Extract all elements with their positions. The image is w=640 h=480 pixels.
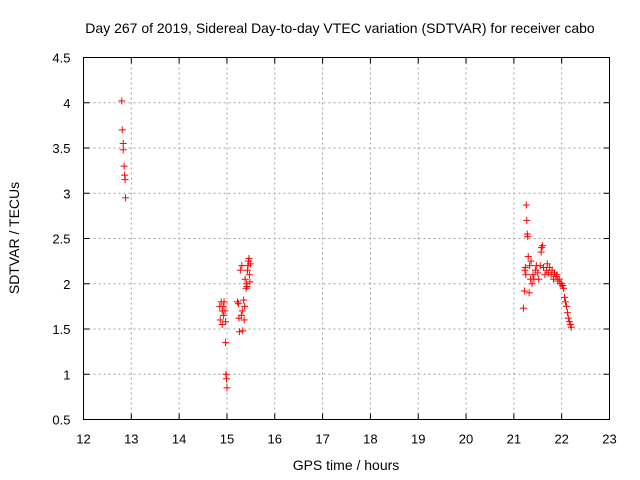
data-point bbox=[219, 302, 227, 310]
data-point bbox=[243, 282, 251, 290]
data-point bbox=[222, 339, 230, 347]
y-tick-label: 1.5 bbox=[52, 322, 70, 337]
data-point bbox=[555, 275, 563, 283]
data-point bbox=[222, 318, 230, 326]
data-point bbox=[238, 262, 246, 270]
data-point bbox=[220, 311, 228, 319]
data-point bbox=[233, 298, 241, 306]
data-point bbox=[560, 284, 568, 292]
y-tick-label: 3.5 bbox=[52, 141, 70, 156]
data-point bbox=[234, 300, 242, 308]
data-point bbox=[525, 289, 533, 297]
x-tick-label: 19 bbox=[411, 432, 425, 447]
data-point bbox=[535, 275, 543, 283]
data-point bbox=[239, 327, 247, 335]
data-point bbox=[563, 309, 571, 317]
y-tick-label: 4.5 bbox=[52, 51, 70, 66]
x-tick-label: 21 bbox=[507, 432, 521, 447]
x-tick-label: 23 bbox=[602, 432, 616, 447]
data-point bbox=[223, 384, 231, 392]
data-point bbox=[236, 266, 244, 274]
y-tick-label: 0.5 bbox=[52, 413, 70, 428]
x-tick-label: 13 bbox=[124, 432, 138, 447]
data-point bbox=[240, 296, 248, 304]
data-point bbox=[241, 275, 249, 283]
y-tick-label: 3 bbox=[63, 186, 70, 201]
data-point bbox=[524, 253, 532, 261]
data-point bbox=[241, 302, 249, 310]
data-point bbox=[245, 271, 253, 279]
data-point bbox=[543, 260, 551, 268]
data-point bbox=[522, 271, 530, 279]
y-axis-label: SDTVAR / TECUs bbox=[6, 182, 22, 294]
data-point bbox=[246, 260, 254, 268]
data-point bbox=[522, 201, 530, 209]
data-point bbox=[561, 293, 569, 301]
data-point bbox=[119, 139, 127, 147]
data-point bbox=[246, 278, 254, 286]
data-point bbox=[245, 254, 253, 262]
x-tick-label: 20 bbox=[459, 432, 473, 447]
data-point bbox=[237, 311, 245, 319]
data-point bbox=[528, 280, 536, 288]
grid-lines bbox=[83, 57, 610, 420]
data-points bbox=[118, 97, 575, 392]
data-point bbox=[523, 216, 531, 224]
data-point bbox=[118, 97, 126, 105]
data-point bbox=[553, 271, 561, 279]
data-point bbox=[235, 328, 243, 336]
data-point bbox=[221, 307, 229, 315]
y-tick-label: 2 bbox=[63, 277, 70, 292]
data-point bbox=[220, 298, 228, 306]
data-point bbox=[544, 269, 552, 277]
data-point bbox=[534, 269, 542, 277]
plot-frame bbox=[83, 57, 610, 420]
x-tick-label: 22 bbox=[554, 432, 568, 447]
data-point bbox=[520, 287, 528, 295]
data-point bbox=[524, 233, 532, 241]
axis-ticks: 12 13 14 15 16 17 18 19 20 21 22 23 0.5 1 1.5 2 2.5 3 3.5 4… bbox=[52, 51, 616, 447]
chart-title: Day 267 of 2019, Sidereal Day-to-day VTE… bbox=[85, 20, 595, 36]
data-point bbox=[521, 263, 529, 271]
data-point bbox=[238, 307, 246, 315]
data-point bbox=[529, 271, 537, 279]
data-point bbox=[119, 146, 127, 154]
data-point bbox=[122, 194, 130, 202]
x-tick-label: 14 bbox=[172, 432, 186, 447]
data-point bbox=[564, 314, 572, 322]
data-point bbox=[567, 323, 575, 331]
data-point bbox=[121, 176, 129, 184]
data-point bbox=[562, 298, 570, 306]
data-point bbox=[120, 162, 128, 170]
x-tick-label: 15 bbox=[220, 432, 234, 447]
data-point bbox=[539, 242, 547, 250]
x-tick-label: 18 bbox=[363, 432, 377, 447]
x-tick-label: 16 bbox=[268, 432, 282, 447]
y-tick-label: 4 bbox=[63, 96, 70, 111]
data-point bbox=[541, 271, 549, 279]
data-point bbox=[526, 262, 534, 270]
y-tick-label: 1 bbox=[63, 367, 70, 382]
data-point bbox=[519, 304, 527, 312]
data-point bbox=[558, 280, 566, 288]
data-point bbox=[118, 126, 126, 134]
data-point bbox=[240, 316, 248, 324]
x-tick-label: 12 bbox=[76, 432, 90, 447]
data-point bbox=[538, 244, 546, 252]
data-point bbox=[562, 302, 570, 310]
data-point bbox=[216, 316, 224, 324]
data-point bbox=[536, 262, 544, 270]
data-point bbox=[222, 375, 230, 383]
x-axis-label: GPS time / hours bbox=[293, 457, 400, 473]
data-point bbox=[527, 257, 535, 265]
x-tick-label: 17 bbox=[315, 432, 329, 447]
y-tick-label: 2.5 bbox=[52, 232, 70, 247]
